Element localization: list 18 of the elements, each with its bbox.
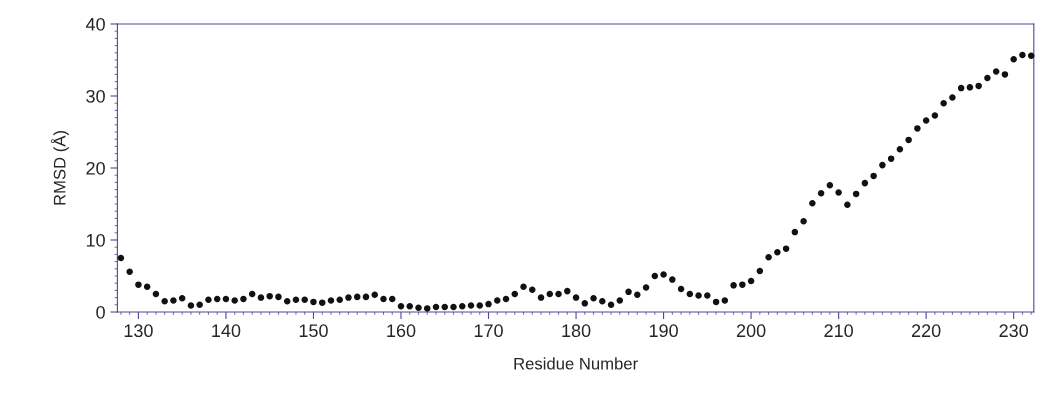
x-tick-label: 140: [212, 324, 241, 338]
y-tick-label: 40: [85, 17, 105, 31]
x-tick-label: 190: [649, 324, 678, 338]
x-axis-title: Residue Number: [514, 357, 638, 370]
x-tick-label: 230: [999, 324, 1029, 338]
x-tick-label: 170: [474, 324, 503, 338]
y-tick-label: 30: [86, 89, 105, 103]
x-tick-label: 200: [736, 324, 766, 338]
x-tick-label: 220: [912, 324, 941, 338]
x-tick-label: 210: [824, 324, 853, 338]
y-tick-label: 10: [86, 233, 105, 247]
x-tick-label: 180: [562, 324, 591, 338]
x-tick-label: 160: [387, 324, 416, 338]
y-axis-title: RMSD (Å): [50, 131, 69, 205]
y-tick-label: 20: [86, 161, 105, 175]
y-tick-label: 0: [96, 305, 105, 319]
x-tick-label: 150: [299, 324, 328, 338]
x-tick-label: 130: [124, 324, 153, 338]
